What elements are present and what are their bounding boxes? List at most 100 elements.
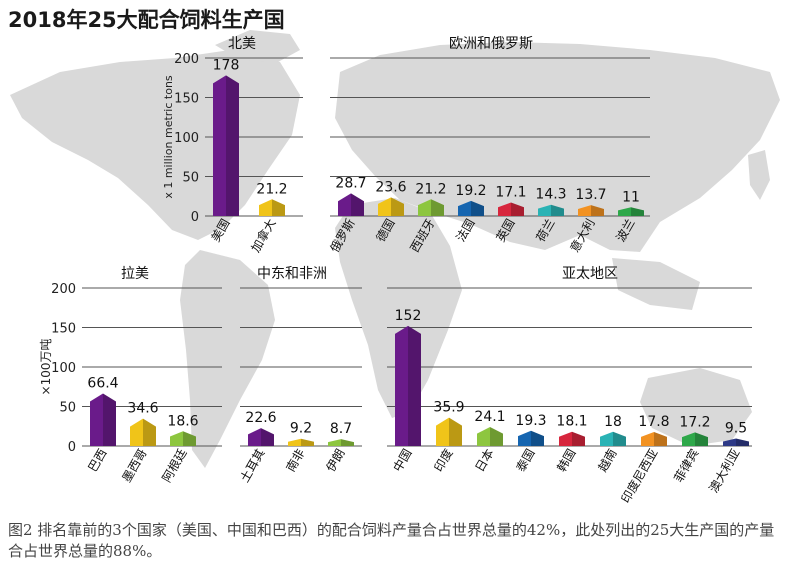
bar-side: [613, 431, 626, 446]
bar-side: [449, 417, 462, 446]
bar-group: 24.1 日本: [472, 409, 505, 474]
bar: [436, 417, 449, 446]
category-label: 南非: [283, 446, 308, 474]
bar-group: 18.1 韩国: [554, 414, 588, 475]
bar-side: [226, 75, 239, 216]
data-label: 23.6: [375, 179, 406, 195]
bar: [248, 428, 261, 446]
bar-side: [631, 207, 644, 216]
y-tick-label: 0: [68, 440, 76, 455]
panel-title: 欧洲和俄罗斯: [449, 36, 533, 52]
data-label: 178: [213, 57, 240, 73]
bar-group: 66.4 巴西: [85, 376, 118, 475]
continent-shape: [335, 42, 780, 252]
data-label: 21.2: [256, 181, 287, 197]
bar-side: [591, 205, 604, 216]
bar: [90, 393, 103, 446]
category-label: 巴西: [85, 447, 109, 475]
bar: [378, 197, 391, 216]
bar-group: 8.7 伊朗: [323, 421, 354, 474]
data-label: 18.1: [556, 414, 587, 430]
y-tick-label: 50: [182, 171, 199, 186]
data-label: 17.1: [495, 184, 526, 200]
bar-group: 19.3 泰国: [513, 413, 546, 475]
category-label: 土耳其: [237, 447, 267, 485]
bar-side: [654, 431, 667, 446]
bar-side: [103, 393, 116, 446]
bar-side: [272, 199, 285, 216]
continent-shape: [215, 30, 300, 62]
panel-title: 拉美: [121, 266, 149, 282]
y-tick-label: 50: [59, 401, 76, 416]
bar: [395, 325, 408, 446]
bar-group: 21.2 加拿大: [248, 181, 288, 254]
continent-shape: [10, 50, 300, 240]
figure-caption: 图2 排名靠前的3个国家（美国、中国和巴西）的配合饲料产量合占世界总量的42%，…: [8, 521, 775, 560]
bar: [418, 199, 431, 216]
bar: [618, 207, 631, 216]
bar-group: 22.6 土耳其: [237, 410, 276, 485]
bar-side: [511, 202, 524, 216]
data-label: 34.6: [127, 401, 158, 417]
bar-side: [572, 431, 585, 446]
data-label: 9.5: [725, 420, 747, 436]
data-label: 14.3: [535, 187, 566, 203]
bar-side: [391, 197, 404, 216]
category-label: 泰国: [513, 447, 537, 475]
continent-shape: [612, 258, 700, 310]
bar-side: [695, 432, 708, 446]
bar: [213, 75, 226, 216]
category-label: 墨西哥: [119, 447, 149, 485]
chart-title: 2018年25大配合饲料生产国: [8, 8, 285, 32]
bar-group: 18 越南: [595, 414, 626, 474]
data-label: 28.7: [335, 175, 366, 191]
y-axis-label: ×100万吨: [39, 339, 53, 396]
category-label: 中国: [390, 446, 415, 474]
data-label: 13.7: [575, 187, 606, 203]
bar-group: 35.9 印度: [431, 400, 465, 475]
data-label: 18.6: [167, 413, 198, 429]
category-label: 澳大利亚: [706, 447, 742, 496]
continent-shape: [335, 198, 462, 418]
bar-side: [471, 200, 484, 216]
data-label: 35.9: [433, 400, 464, 416]
bar-side: [408, 325, 421, 446]
bar: [338, 193, 351, 216]
panel-title: 亚太地区: [562, 266, 618, 282]
bar-side: [431, 199, 444, 216]
data-label: 8.7: [330, 421, 352, 437]
bar-group: 17.8 印度尼西亚: [618, 414, 670, 506]
data-label: 66.4: [87, 376, 118, 392]
bar: [518, 430, 531, 446]
bar-side: [143, 418, 156, 446]
category-label: 韩国: [554, 446, 579, 474]
bar-group: 23.6德国: [373, 179, 407, 244]
category-label: 加拿大: [248, 216, 279, 255]
bar: [723, 438, 736, 446]
data-label: 19.2: [455, 183, 486, 199]
bar-side: [183, 431, 196, 446]
y-tick-label: 200: [174, 52, 199, 67]
bar: [477, 426, 490, 446]
continent-shape: [180, 250, 275, 468]
y-tick-label: 100: [51, 361, 76, 376]
bar: [538, 204, 551, 216]
bar-group: 14.3荷兰: [533, 187, 566, 245]
y-tick-label: 150: [174, 92, 199, 107]
bar: [170, 431, 183, 446]
data-label: 152: [395, 308, 422, 324]
bar: [578, 205, 591, 216]
data-label: 22.6: [245, 410, 276, 426]
bar: [559, 431, 572, 446]
data-label: 9.2: [290, 421, 312, 437]
bar-side: [490, 426, 503, 446]
data-label: 19.3: [515, 413, 546, 429]
category-label: 阿根廷: [159, 447, 189, 485]
category-label: 越南: [595, 446, 620, 474]
bar-group: 9.2 南非: [283, 421, 314, 474]
bar: [600, 431, 613, 446]
data-label: 17.8: [638, 414, 669, 430]
y-tick-label: 0: [191, 210, 199, 225]
